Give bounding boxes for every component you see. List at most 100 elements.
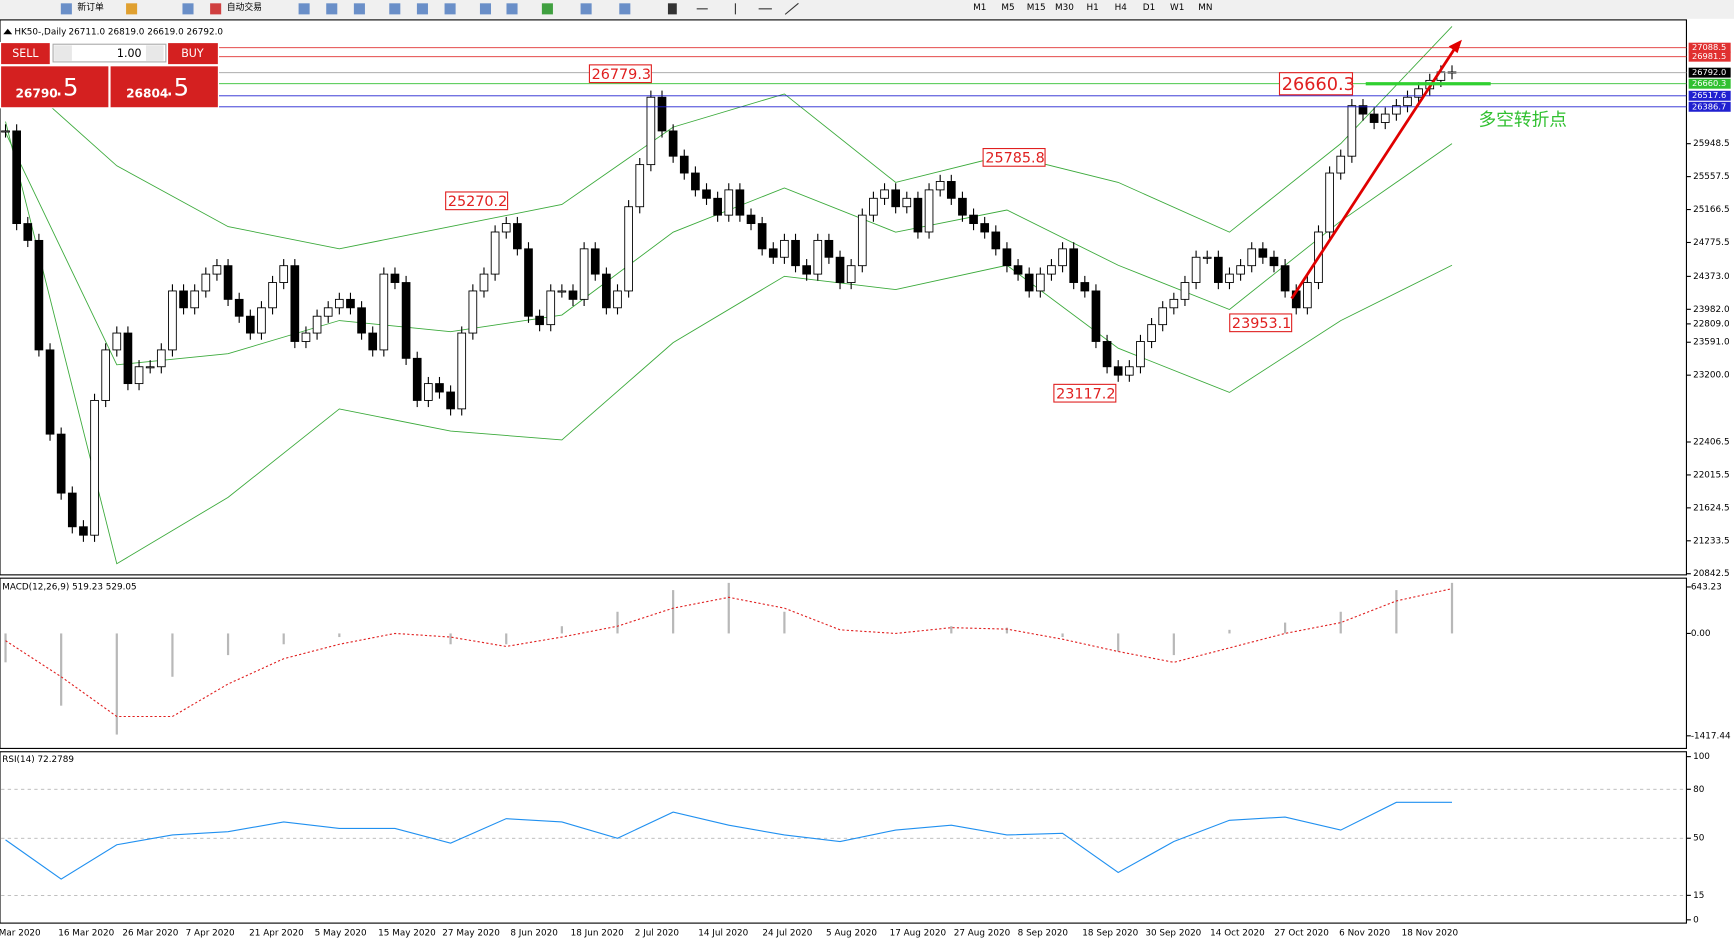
- candle: [334, 298, 344, 309]
- y-tick-label: 50: [1693, 834, 1705, 844]
- timeframe-button[interactable]: H1: [1086, 3, 1098, 13]
- macd-bar: [449, 633, 452, 645]
- candle: [145, 366, 155, 369]
- candle: [1058, 248, 1067, 267]
- candle: [357, 307, 366, 334]
- annotation-label: 23117.2: [1056, 386, 1115, 402]
- candle: [1236, 265, 1245, 275]
- y-tick-label: 23200.0: [1693, 371, 1730, 381]
- lots-down[interactable]: [54, 45, 72, 61]
- candle: [946, 181, 956, 199]
- timeframe-button[interactable]: D1: [1143, 3, 1155, 13]
- candle: [290, 265, 300, 342]
- candle: [468, 290, 478, 334]
- candle: [67, 492, 77, 528]
- toolbar-icons: [60, 2, 799, 15]
- macd-bar: [1283, 622, 1287, 634]
- candle: [323, 307, 333, 317]
- lots-value: 1.00: [117, 47, 142, 60]
- rsi-frame: [0, 751, 1688, 924]
- buy-text: BUY: [181, 47, 204, 60]
- annotation-label: 23953.1: [1232, 316, 1291, 332]
- x-tick-label: 17 Aug 2020: [890, 929, 947, 939]
- candle: [1202, 256, 1212, 259]
- timeframe-button[interactable]: W1: [1170, 3, 1184, 13]
- candle: [757, 223, 767, 250]
- sell-price-box[interactable]: [1, 66, 109, 108]
- new-order-button[interactable]: 新订单: [77, 1, 104, 13]
- candle: [1414, 88, 1423, 98]
- price-line-label: 27088.5: [1692, 42, 1726, 52]
- x-tick-label: 24 Jul 2020: [762, 929, 812, 939]
- candle: [1147, 324, 1156, 342]
- y-tick-label: -1417.44: [1691, 731, 1731, 741]
- macd-signal: [5, 588, 1453, 718]
- candle: [657, 96, 667, 132]
- candle: [713, 197, 722, 216]
- x-tick-label: 14 Jul 2020: [698, 929, 748, 939]
- sell-price-big: 26790: [15, 86, 57, 100]
- candle: [913, 197, 923, 233]
- timeframe-button[interactable]: H4: [1115, 3, 1128, 13]
- macd-bar: [950, 626, 953, 634]
- candle: [446, 391, 455, 410]
- candle: [746, 214, 756, 225]
- candle: [1369, 113, 1379, 123]
- macd-bar: [338, 633, 341, 638]
- candle: [1091, 290, 1101, 342]
- candle: [435, 383, 444, 393]
- candle: [234, 298, 244, 317]
- timeframe-button[interactable]: M1: [973, 3, 986, 13]
- candle: [857, 214, 867, 267]
- candle: [312, 315, 322, 334]
- candle: [1124, 366, 1134, 376]
- candle: [958, 197, 967, 216]
- sell-button[interactable]: [1, 43, 50, 65]
- candle: [501, 223, 511, 233]
- bollinger-band: [5, 26, 1453, 250]
- candle: [824, 239, 834, 258]
- candle: [935, 181, 945, 191]
- ohlc-label: 26711.0 26819.0 26619.0 26792.0: [69, 28, 224, 38]
- candle: [1136, 341, 1145, 368]
- y-tick-label: 80: [1693, 785, 1705, 795]
- candle: [646, 96, 656, 166]
- x-tick-label: 5 May 2020: [315, 929, 367, 939]
- price-line-tag: [1688, 42, 1731, 53]
- timeframe-button[interactable]: M15: [1027, 3, 1046, 13]
- candle: [846, 265, 856, 283]
- candle: [1013, 265, 1023, 275]
- buy-price-big: 26804: [126, 86, 168, 100]
- x-tick-label: 18 Sep 2020: [1082, 929, 1138, 939]
- buy-button[interactable]: [168, 43, 218, 65]
- annotation-box: [1278, 72, 1354, 96]
- collapse-icon: [3, 28, 13, 35]
- y-tick-label: 15: [1693, 891, 1704, 901]
- macd-label: MACD(12,26,9) 519.23 529.05: [2, 583, 136, 593]
- candle: [568, 290, 578, 300]
- timeframe-button[interactable]: M30: [1055, 3, 1074, 13]
- buy-price-box[interactable]: [110, 66, 218, 108]
- candle: [1035, 273, 1045, 292]
- auto-trading-button[interactable]: 自动交易: [227, 1, 262, 13]
- pivot-note: 多空转折点: [1479, 110, 1567, 131]
- timeframe-button[interactable]: M5: [1001, 3, 1014, 13]
- candle: [1113, 366, 1123, 376]
- y-tick-label: 22015.5: [1693, 470, 1730, 480]
- y-tick-label: 23591.0: [1693, 338, 1730, 348]
- candle: [691, 172, 700, 191]
- candle: [490, 231, 500, 275]
- candle: [679, 155, 689, 174]
- candle: [1047, 265, 1056, 275]
- lots-up[interactable]: [145, 45, 164, 61]
- candle: [1225, 273, 1234, 283]
- sell-price-small: .5: [55, 72, 78, 101]
- macd-bar: [4, 633, 7, 663]
- macd-bar: [1339, 611, 1342, 634]
- candle: [891, 189, 901, 208]
- timeframe-button[interactable]: MN: [1198, 3, 1212, 13]
- candle: [223, 265, 233, 300]
- y-tick-label: 0: [1693, 915, 1699, 925]
- lots-field[interactable]: [52, 43, 167, 63]
